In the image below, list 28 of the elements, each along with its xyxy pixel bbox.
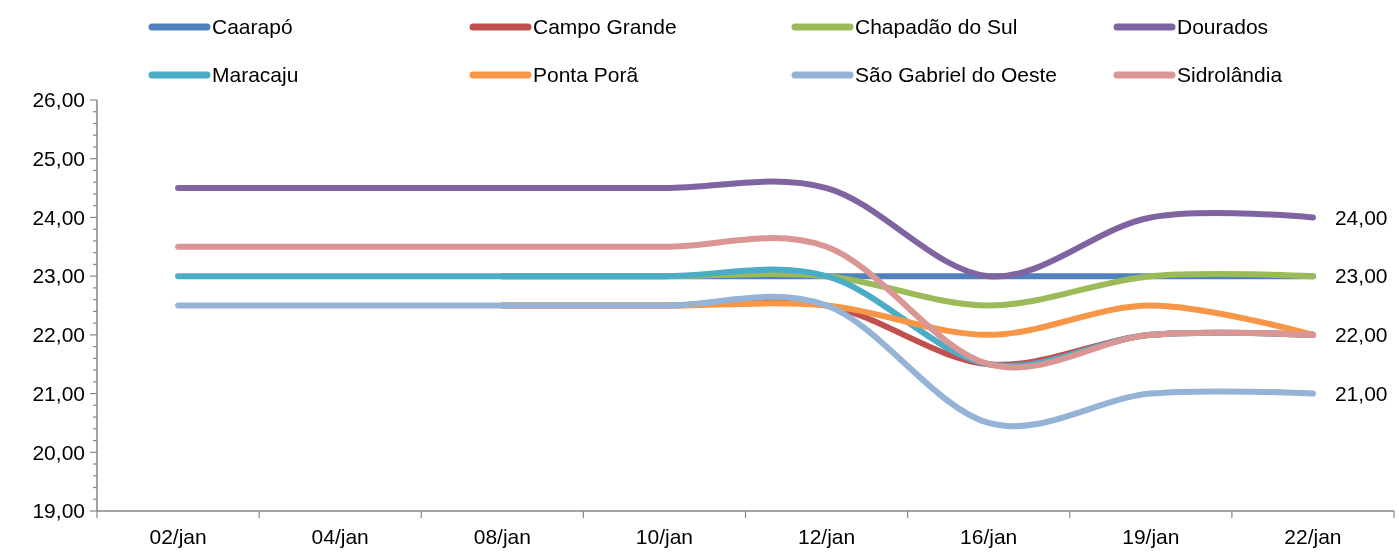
- x-tick-label: 19/jan: [1122, 525, 1180, 548]
- x-tick-label: 02/jan: [149, 525, 207, 548]
- legend-label: Dourados: [1177, 15, 1269, 39]
- x-tick-label: 08/jan: [473, 525, 531, 548]
- y-tick-label: 20,00: [32, 440, 85, 464]
- y-tick-label: 26,00: [32, 88, 85, 112]
- y-tick-label: 24,00: [32, 205, 85, 229]
- annotation: 22,00: [1334, 323, 1388, 347]
- y-tick-label: 25,00: [32, 147, 85, 171]
- y-tick-label: 19,00: [32, 499, 85, 523]
- y-tick-label: 22,00: [32, 323, 85, 347]
- annotation: 24,00: [1334, 205, 1388, 229]
- legend-label: Campo Grande: [533, 15, 677, 39]
- annotation: 23,00: [1334, 264, 1388, 288]
- x-tick-label: 16/jan: [960, 525, 1018, 548]
- x-tick-label: 10/jan: [635, 525, 694, 548]
- y-tick-label: 21,00: [32, 381, 85, 405]
- x-tick-label: 12/jan: [797, 525, 856, 548]
- legend-label: Sidrolândia: [1177, 63, 1283, 87]
- legend-label: Maracaju: [212, 63, 299, 87]
- y-tick-label: 23,00: [32, 264, 85, 288]
- legend-label: São Gabriel do Oeste: [855, 63, 1057, 87]
- legend-label: Chapadão do Sul: [855, 15, 1018, 39]
- annotation: 21,00: [1334, 381, 1388, 405]
- x-tick-label: 04/jan: [311, 525, 369, 548]
- x-tick-label: 22/jan: [1284, 525, 1342, 548]
- legend-label: Caarapó: [212, 15, 293, 39]
- legend-label: Ponta Porã: [533, 63, 639, 87]
